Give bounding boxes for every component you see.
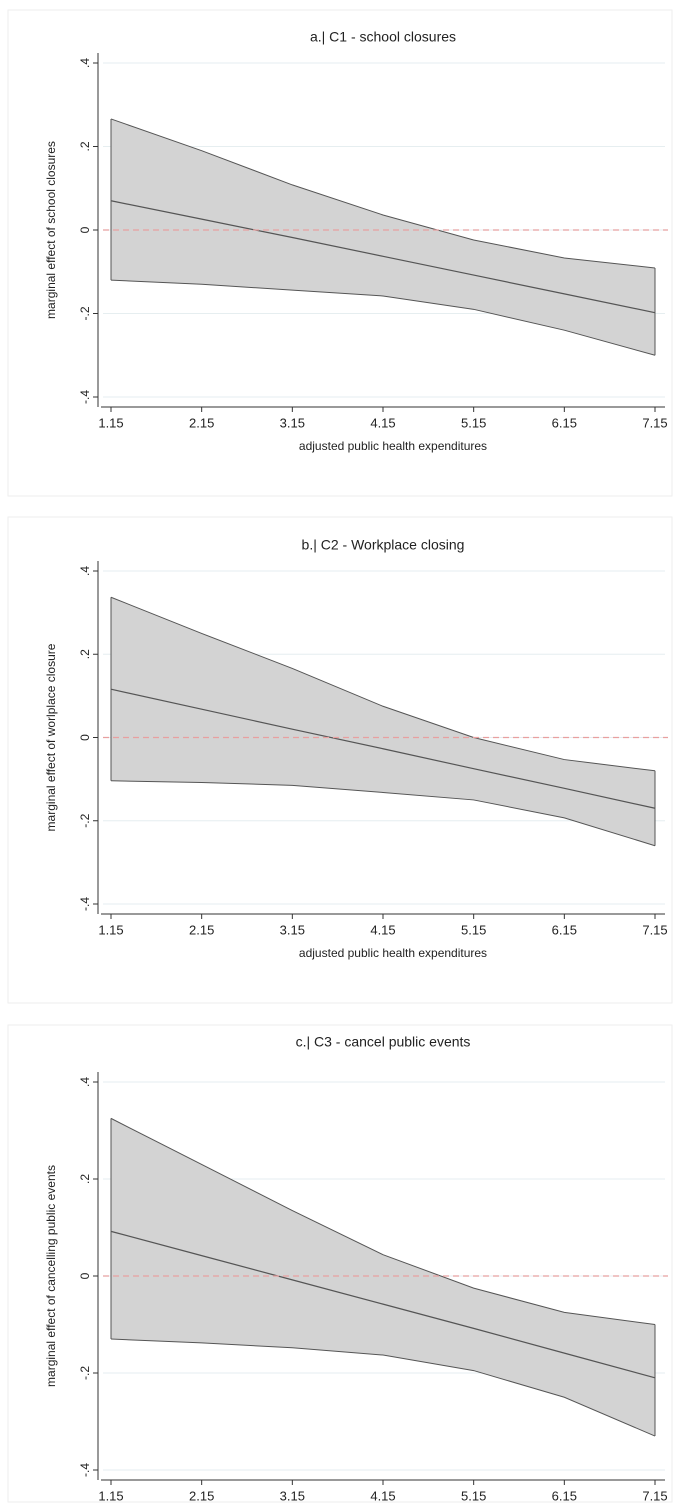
x-tick-label: 6.15 (552, 415, 577, 430)
y-tick-label: -.2 (78, 1366, 92, 1380)
x-axis-label: adjusted public health expenditures (299, 439, 487, 453)
y-axis-label: marginal effect of school closures (44, 141, 58, 319)
ci-lower-line (110, 279, 656, 356)
effect-line (110, 1230, 656, 1379)
y-tick-label: -.4 (78, 1463, 92, 1477)
x-tick-label: 7.15 (642, 922, 667, 937)
x-tick-label: 1.15 (98, 922, 123, 937)
ci-upper-line (110, 596, 656, 772)
x-tick-label: 7.15 (642, 415, 667, 430)
x-tick-label: 4.15 (370, 415, 395, 430)
x-tick-label: 5.15 (461, 922, 486, 937)
x-tick-label: 6.15 (552, 1488, 577, 1503)
y-tick-label: -.4 (78, 897, 92, 911)
y-tick-label: .2 (78, 141, 92, 151)
x-tick-label: 2.15 (189, 922, 214, 937)
y-axis-label: marginal effect of worlplace closure (44, 643, 58, 831)
ci-upper-line (110, 118, 656, 269)
x-tick-label: 3.15 (280, 1488, 305, 1503)
effect-line (110, 200, 656, 314)
y-tick-label: -.2 (78, 813, 92, 827)
confidence-band (111, 1118, 655, 1437)
y-tick-label: .2 (78, 1174, 92, 1184)
ci-lower-line (110, 780, 656, 847)
ci-lower-line (110, 1338, 656, 1437)
chart-title: a.| C1 - school closures (310, 29, 456, 45)
y-tick-label: -.2 (78, 306, 92, 320)
y-tick-label: -.4 (78, 390, 92, 404)
y-tick-label: 0 (78, 226, 92, 233)
y-tick-label: .4 (78, 58, 92, 68)
ci-upper-line (110, 1117, 656, 1325)
x-tick-label: 3.15 (280, 415, 305, 430)
confidence-band (111, 118, 655, 356)
y-tick-label: .4 (78, 566, 92, 576)
x-tick-label: 4.15 (370, 1488, 395, 1503)
x-tick-label: 7.15 (642, 1488, 667, 1503)
x-tick-label: 5.15 (461, 415, 486, 430)
chart-title: b.| C2 - Workplace closing (302, 537, 465, 553)
x-tick-label: 6.15 (552, 922, 577, 937)
x-tick-label: 2.15 (189, 415, 214, 430)
y-tick-label: 0 (78, 1272, 92, 1279)
y-tick-label: .4 (78, 1077, 92, 1087)
x-axis-label: adjusted public health expenditures (299, 946, 487, 960)
x-tick-label: 4.15 (370, 922, 395, 937)
x-tick-label: 1.15 (98, 415, 123, 430)
y-tick-label: 0 (78, 734, 92, 741)
y-tick-label: .2 (78, 649, 92, 659)
y-axis-label: marginal effect of cancelling public eve… (44, 1165, 58, 1387)
x-tick-label: 2.15 (189, 1488, 214, 1503)
x-tick-label: 5.15 (461, 1488, 486, 1503)
x-tick-label: 1.15 (98, 1488, 123, 1503)
chart-title: c.| C3 - cancel public events (296, 1034, 471, 1050)
effect-line (110, 688, 656, 809)
x-tick-label: 3.15 (280, 922, 305, 937)
